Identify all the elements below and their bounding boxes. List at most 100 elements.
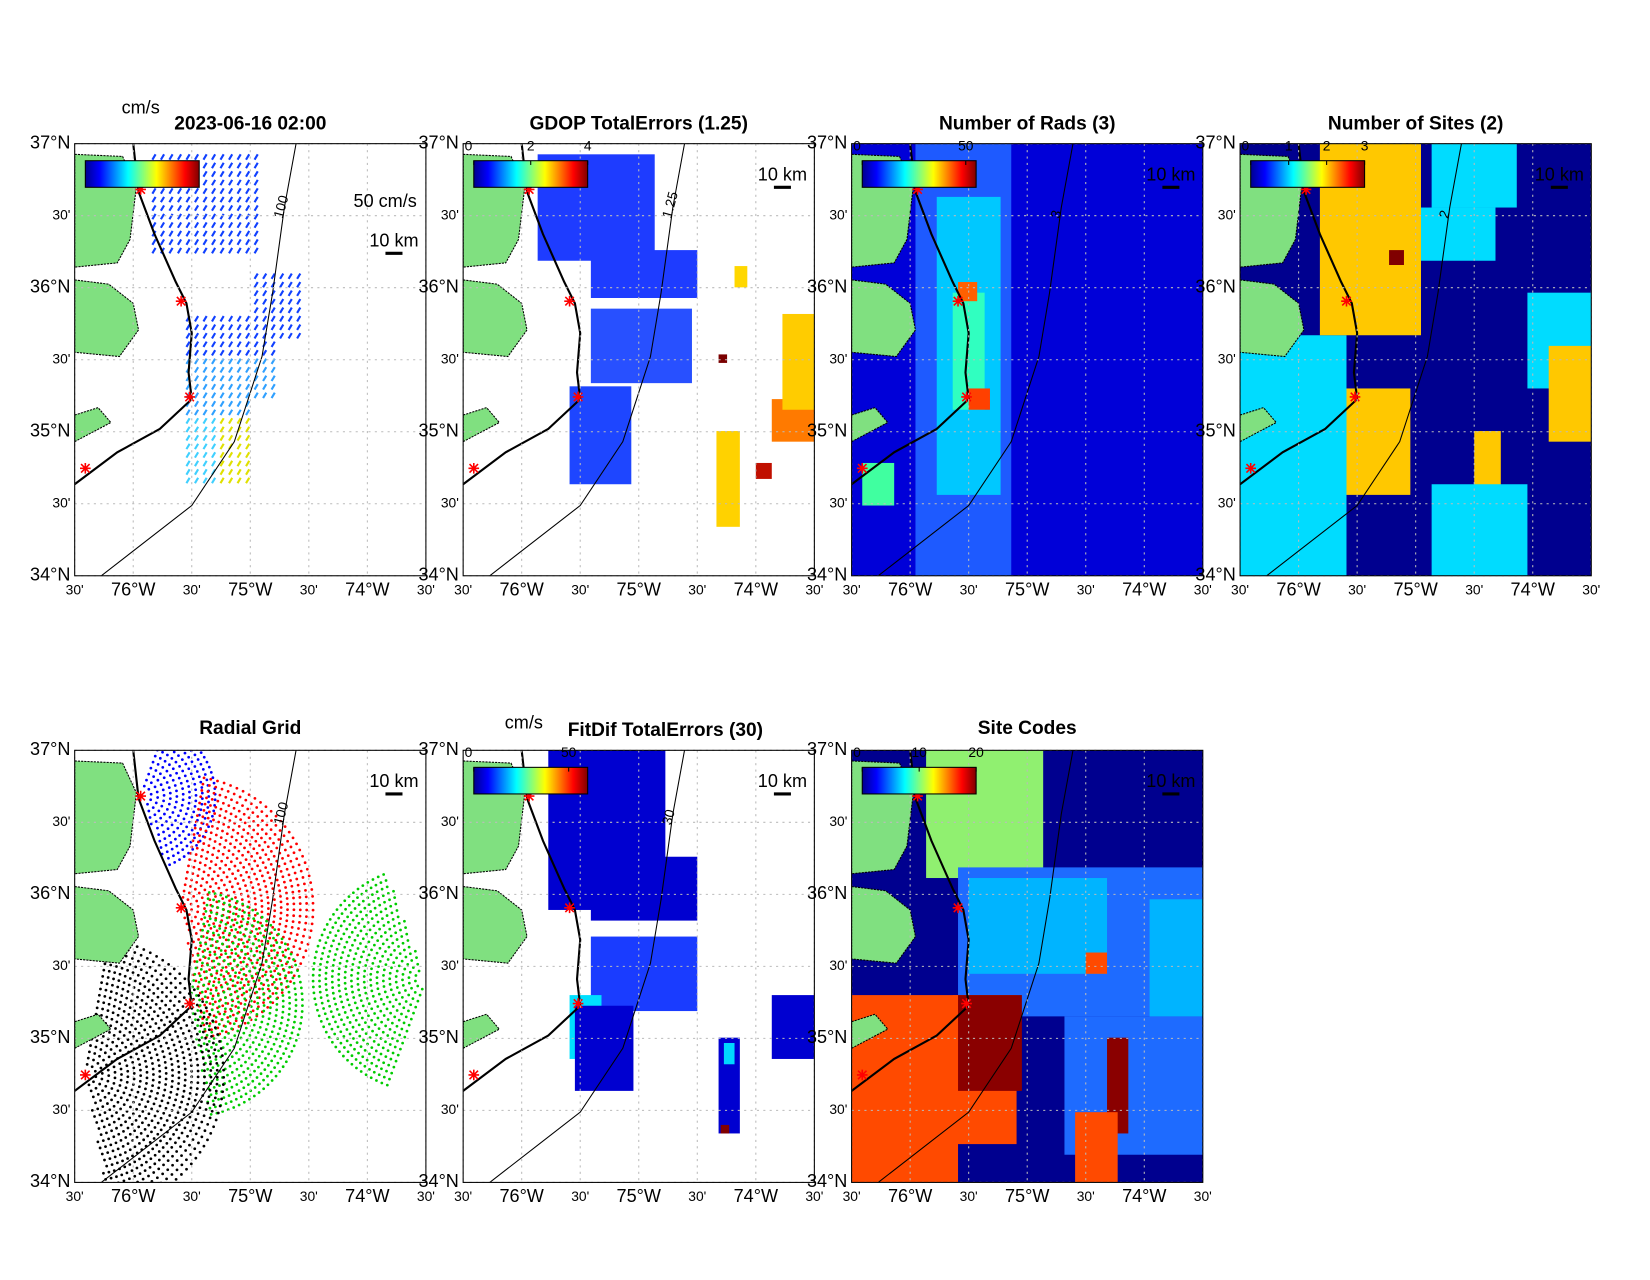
radial-grid-point [253,1069,256,1073]
radial-grid-point [344,965,348,968]
radial-grid-point [298,980,302,984]
radial-grid-point [163,812,166,816]
radial-grid-point [249,880,253,884]
y-tick-label: 30' [441,494,459,510]
radial-grid-point [229,812,233,816]
radial-grid-point [194,788,198,792]
radial-grid-point [274,986,277,990]
radial-grid-point [219,807,223,811]
radial-grid-point [159,783,163,787]
radial-grid-point [331,986,335,990]
radial-grid-point [254,839,258,843]
coastline [74,143,193,486]
radial-grid-point [189,739,192,742]
radial-grid-point [145,1070,149,1074]
radial-grid-point [162,830,165,834]
radial-grid-point [200,789,204,792]
y-tick-label: 30' [829,494,847,510]
radial-grid-point [216,1111,220,1115]
radial-grid-point [238,908,241,912]
radial-grid-point [243,1008,246,1012]
radial-grid-point [385,1007,389,1011]
radial-grid-point [207,1024,211,1028]
current-vector [228,213,234,220]
radial-grid-point [253,1000,256,1004]
radial-grid-point [270,1030,274,1034]
radial-grid-point [205,811,209,815]
radial-grid-point [107,1191,110,1194]
radial-grid-point [223,816,227,820]
radial-grid-point [221,829,224,833]
current-vector [211,324,217,331]
radial-grid-point [304,949,308,953]
radial-grid-point [373,943,376,947]
y-tick-label: 37°N [418,739,458,759]
radial-grid-point [386,920,390,924]
radial-grid-point [119,1138,123,1142]
radial-grid-point [197,947,201,951]
radial-grid-point [153,1162,157,1166]
radial-grid-point [226,909,230,913]
radial-grid-point [402,1021,406,1025]
radial-grid-point [285,913,289,917]
radial-grid-point [264,885,268,888]
current-vector [211,230,217,237]
radial-grid-point [391,941,395,945]
radial-grid-point [411,966,415,970]
radial-grid-point [165,807,169,811]
radial-grid-point [235,1051,238,1055]
radial-grid-point [209,988,213,992]
radial-grid-point [214,1015,218,1019]
radial-grid-point [196,1009,200,1012]
radial-grid-point [135,945,139,949]
radial-grid-point [99,1048,103,1051]
radial-grid-point [329,1010,333,1013]
current-vector [245,162,251,169]
radial-grid-point [273,903,277,907]
radial-grid-point [268,989,271,993]
y-tick-label: 30' [829,813,847,829]
radial-grid-point [153,1048,157,1051]
radial-grid-point [379,1052,383,1056]
radial-grid-point [197,972,201,975]
radial-grid-point [325,960,329,964]
radial-grid-point [236,981,239,984]
radial-grid-point [162,1011,165,1015]
radial-grid-point [332,939,335,943]
radial-grid-point [136,973,140,977]
radial-grid-point [196,1018,200,1022]
radial-grid-point [189,1162,193,1166]
radar-site [184,998,195,1009]
radial-grid-point [355,1041,359,1045]
radial-grid-point [343,1011,347,1014]
radial-grid-point [216,874,220,878]
current-vector [219,179,225,186]
radial-grid-point [189,1058,193,1062]
radial-grid-point [294,992,298,996]
radial-grid-point [212,980,216,984]
radial-grid-point [247,957,251,961]
radial-grid-point [393,1045,397,1049]
radial-grid-point [146,1046,150,1049]
radial-grid-point [217,886,221,890]
radial-grid-point [193,887,197,891]
radial-grid-point [245,870,248,874]
radial-grid-point [256,920,260,924]
radial-grid-point [113,1094,117,1097]
radial-grid-point [196,922,200,926]
current-vector [194,324,200,331]
radial-grid-point [198,1150,202,1154]
radial-grid-point [266,1074,269,1078]
radial-grid-point [168,1096,171,1100]
radial-grid-point [230,918,234,922]
radial-grid-point [390,911,394,915]
radial-grid-point [155,1176,159,1180]
radial-grid-point [171,1025,175,1028]
current-vector [168,153,174,161]
radial-grid-point [382,924,386,927]
radial-grid-point [98,1113,102,1117]
radial-grid-point [210,937,214,941]
radial-grid-point [217,999,221,1003]
radial-grid-point [346,915,349,919]
x-tick-label: 74°W [1511,579,1555,599]
